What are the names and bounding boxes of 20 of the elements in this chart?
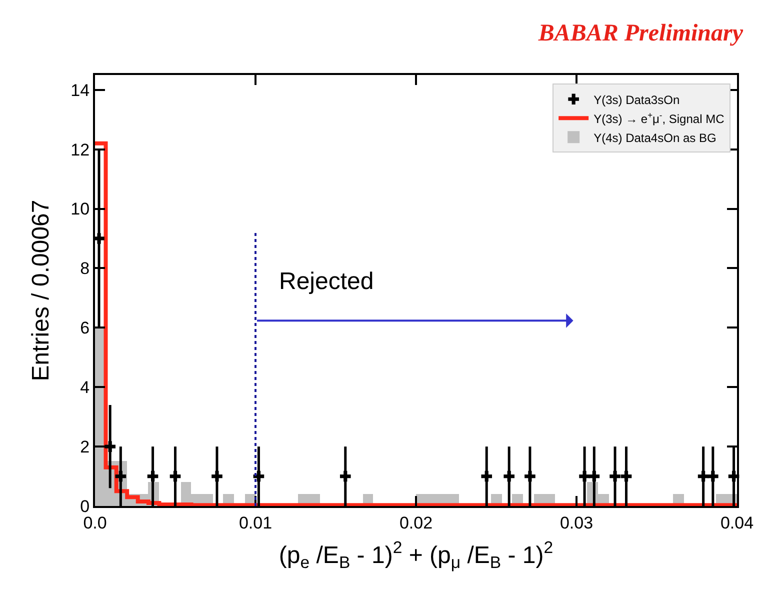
y-tick-label: 8 <box>80 259 90 278</box>
x-tick-label: 0.0 <box>83 513 107 532</box>
x-tick-label: 0.02 <box>399 513 433 532</box>
x-tick-label: 0.03 <box>560 513 594 532</box>
x-tick-label: 0.04 <box>720 513 754 532</box>
y-tick-label: 4 <box>80 378 90 398</box>
legend-label: Υ(4s) Data4sOn as BG <box>594 130 716 145</box>
legend-label: Υ(3s) → e$^{+}$μ$^{-}$, Signal MC <box>594 110 725 126</box>
y-tick-label: 0 <box>80 496 90 516</box>
y-tick-label: 14 <box>70 80 90 100</box>
x-tick-label: 0.01 <box>238 513 272 532</box>
y-tick-label: 6 <box>80 318 90 338</box>
y-tick-label: 2 <box>80 438 90 456</box>
y-tick-label: 10 <box>70 200 90 219</box>
y-axis-title: Entries / 0.00067 <box>27 200 54 382</box>
y-tick-label: 12 <box>70 140 90 160</box>
text: (p$_{e}$ /E$_{B}$ - 1)$^{2}$ + (p$_{μ}$ /E$_{B}$ - 1)$^{2}$ <box>278 538 554 572</box>
chart-title: BABAR Preliminary <box>537 20 744 46</box>
annotation: Rejected <box>279 268 374 295</box>
legend-label: Υ(3s) Data3sOn <box>594 92 680 107</box>
